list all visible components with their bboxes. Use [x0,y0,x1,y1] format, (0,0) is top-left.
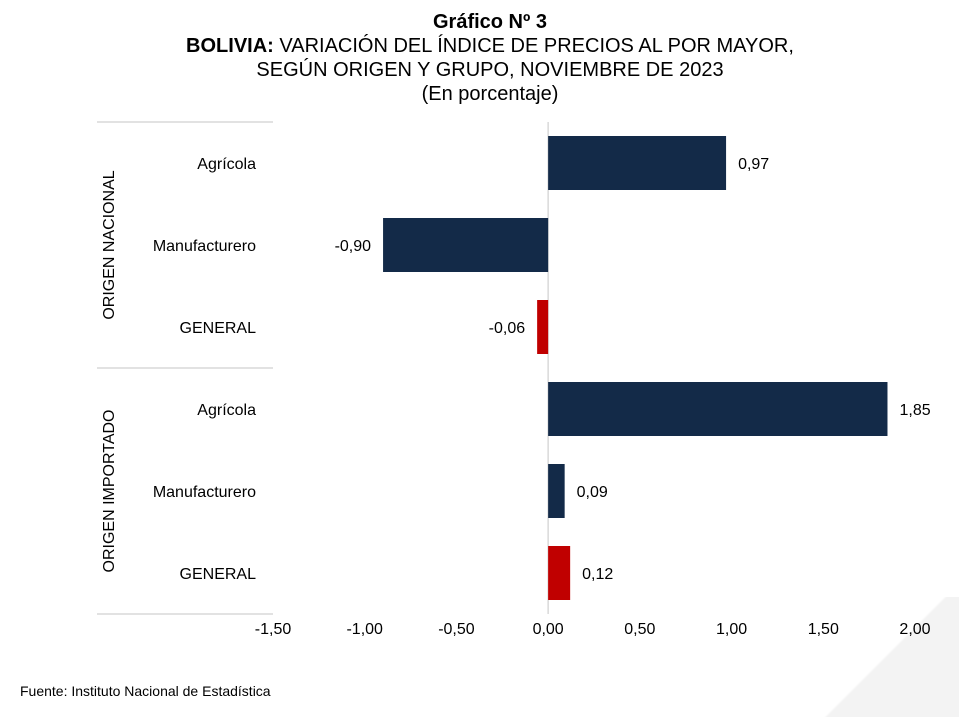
x-tick-label: -1,50 [255,621,292,638]
corner-decoration [779,597,959,717]
bar [548,546,571,600]
data-label: 0,12 [582,566,613,583]
category-label: GENERAL [180,320,257,337]
category-label: Manufacturero [153,484,256,501]
chart-number: Gráfico Nº 3 [432,11,547,33]
title-text: VARIACIÓN DEL ÍNDICE DE PRECIOS AL POR M… [273,35,794,57]
x-tick-label: 1,00 [716,621,747,638]
source-note: Fuente: Instituto Nacional de Estadístic… [20,683,271,699]
data-label: 0,09 [577,484,608,501]
category-label: Manufacturero [153,238,256,255]
chart-title-line-2: SEGÚN ORIGEN Y GRUPO, NOVIEMBRE DE 2023 [256,59,724,81]
category-label: Agrícola [197,156,256,173]
group-label: ORIGEN NACIONAL [101,170,118,319]
data-label: 0,97 [738,156,769,173]
bar [548,136,727,190]
chart-title-block: Gráfico Nº 3 BOLIVIA: VARIACIÓN DEL ÍNDI… [0,10,959,106]
category-label: GENERAL [180,566,257,583]
category-label: Agrícola [197,402,256,419]
chart-subtitle: (En porcentaje) [421,83,559,105]
bar [383,218,549,272]
group-label: ORIGEN IMPORTADO [101,410,118,573]
bar [548,382,888,436]
data-label: -0,90 [335,238,372,255]
x-tick-label: -1,00 [346,621,383,638]
bar [548,464,565,518]
data-label: 1,85 [899,402,930,419]
x-tick-label: 0,50 [624,621,655,638]
x-tick-label: 2,00 [899,621,930,638]
x-tick-label: -0,50 [438,621,475,638]
title-country: BOLIVIA: [186,35,274,57]
bar [537,300,549,354]
x-tick-label: 1,50 [808,621,839,638]
chart-title-line-1: BOLIVIA: VARIACIÓN DEL ÍNDICE DE PRECIOS… [0,34,959,58]
x-tick-label: 0,00 [533,621,564,638]
data-label: -0,06 [489,320,526,337]
